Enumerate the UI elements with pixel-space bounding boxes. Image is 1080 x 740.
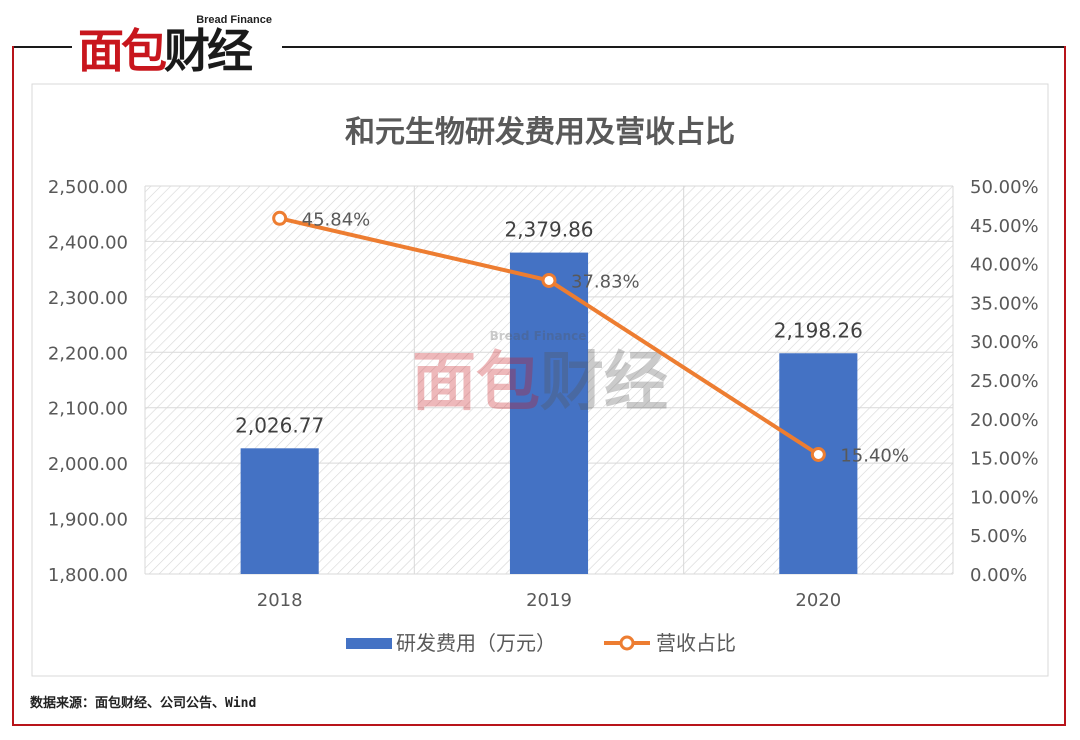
left-tick-label: 2,500.00 bbox=[48, 177, 128, 198]
logo-char-2: 包 bbox=[121, 24, 167, 78]
bar-value-label: 2,198.26 bbox=[774, 318, 863, 342]
legend-swatch-bar bbox=[346, 638, 392, 649]
logo-char-1: 面 bbox=[78, 24, 124, 78]
right-tick-label: 25.00% bbox=[970, 371, 1039, 392]
bar-2020 bbox=[779, 353, 858, 574]
right-tick-label: 20.00% bbox=[970, 410, 1039, 431]
watermark-char-4: 经 bbox=[604, 346, 668, 420]
frame-top-line bbox=[12, 46, 1066, 48]
bar-2018 bbox=[240, 448, 319, 574]
line-series: 45.84% 37.83% 15.40% bbox=[272, 209, 909, 466]
bar-data-labels: 2,026.77 2,379.86 2,198.26 bbox=[235, 218, 863, 438]
left-axis-ticks: 1,800.00 1,900.00 2,000.00 2,100.00 2,200.00… bbox=[48, 177, 128, 586]
watermark-chinese: 面包财经 bbox=[412, 346, 668, 420]
legend-swatch-marker bbox=[619, 635, 635, 651]
legend: 研发费用（万元） 营收占比 bbox=[346, 631, 736, 655]
watermark: Bread Finance 面包财经 bbox=[412, 329, 668, 420]
line-point-2020 bbox=[810, 446, 826, 462]
right-tick-label: 15.00% bbox=[970, 449, 1039, 470]
frame-left-line bbox=[12, 46, 14, 726]
x-tick-label: 2020 bbox=[795, 590, 841, 611]
legend-label-bar: 研发费用（万元） bbox=[396, 631, 556, 655]
frame-bottom-line bbox=[12, 724, 1066, 726]
chart-title: 和元生物研发费用及营收占比 bbox=[345, 115, 735, 150]
brand-logo-chinese: 面包财经 bbox=[78, 24, 253, 78]
bar-series bbox=[240, 252, 858, 574]
right-tick-label: 35.00% bbox=[970, 293, 1039, 314]
left-tick-label: 2,100.00 bbox=[48, 399, 128, 420]
right-tick-label: 5.00% bbox=[970, 526, 1027, 547]
line-value-label: 15.40% bbox=[840, 445, 909, 466]
watermark-char-1: 面 bbox=[412, 346, 476, 420]
x-tick-label: 2019 bbox=[526, 590, 572, 611]
x-axis-ticks: 2018 2019 2020 bbox=[257, 590, 841, 611]
logo-char-3: 财 bbox=[164, 24, 210, 78]
brand-logo: Bread Finance 面包财经 bbox=[72, 10, 282, 80]
line-point-2018 bbox=[272, 210, 288, 226]
watermark-english: Bread Finance bbox=[490, 329, 587, 343]
watermark-char-2: 包 bbox=[476, 346, 540, 420]
right-tick-label: 40.00% bbox=[970, 255, 1039, 276]
source-note: 数据来源：面包财经、公司公告、Wind bbox=[30, 696, 257, 711]
legend-label-line: 营收占比 bbox=[656, 631, 736, 655]
brand-logo-english: Bread Finance bbox=[196, 14, 272, 26]
left-tick-label: 2,300.00 bbox=[48, 288, 128, 309]
right-tick-label: 30.00% bbox=[970, 332, 1039, 353]
left-tick-label: 2,000.00 bbox=[48, 454, 128, 475]
right-tick-label: 10.00% bbox=[970, 487, 1039, 508]
x-tick-label: 2018 bbox=[257, 590, 303, 611]
bar-2019 bbox=[509, 252, 589, 574]
right-tick-label: 45.00% bbox=[970, 216, 1039, 237]
left-tick-label: 1,900.00 bbox=[48, 510, 128, 531]
logo-char-4: 经 bbox=[207, 24, 253, 78]
line-value-label: 45.84% bbox=[302, 209, 371, 230]
watermark-char-3: 财 bbox=[540, 346, 604, 420]
line-point-2019 bbox=[541, 272, 557, 288]
bar-value-label: 2,379.86 bbox=[504, 218, 593, 242]
frame-right-line bbox=[1064, 46, 1066, 726]
right-tick-label: 50.00% bbox=[970, 177, 1039, 198]
left-tick-label: 2,200.00 bbox=[48, 343, 128, 364]
bar-value-label: 2,026.77 bbox=[235, 413, 324, 437]
line-value-label: 37.83% bbox=[571, 271, 640, 292]
right-tick-label: 0.00% bbox=[970, 565, 1027, 586]
left-tick-label: 1,800.00 bbox=[48, 565, 128, 586]
left-tick-label: 2,400.00 bbox=[48, 232, 128, 253]
right-axis-ticks: 0.00% 5.00% 10.00% 15.00% 20.00% 25.00% 30.00%… bbox=[970, 177, 1039, 586]
